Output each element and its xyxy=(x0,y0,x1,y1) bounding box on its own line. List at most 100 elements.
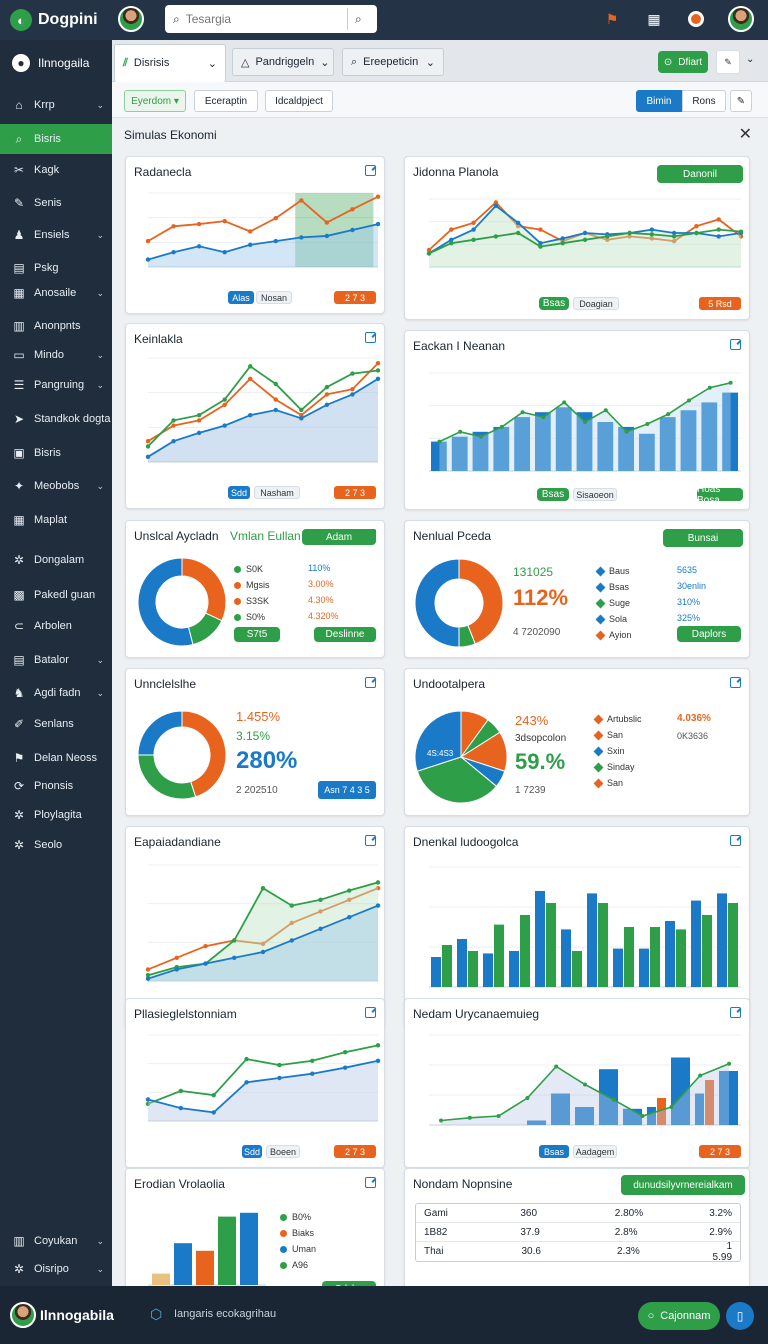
segment-rons[interactable]: Rons xyxy=(682,90,726,112)
close-icon[interactable]: ✕ xyxy=(738,126,752,143)
primary-button[interactable]: ⊙ Dfiart xyxy=(658,51,708,73)
action-button[interactable]: Asn 7 4 3 5 xyxy=(318,781,376,799)
sidebar-item-ploylagita[interactable]: ✲ Ploylagita xyxy=(0,800,112,830)
external-link-icon[interactable] xyxy=(365,1007,376,1018)
table-row[interactable]: Thai 30.6 2.3% 1 5.99 xyxy=(416,1241,740,1263)
sidebar-item-anosaile[interactable]: ▦ Anosaile ⌄ xyxy=(0,278,112,308)
sidebar-item-pskg[interactable]: ▤ Pskg xyxy=(0,253,112,283)
sidebar-footer-item[interactable]: ▥ Coyukan ⌄ xyxy=(0,1226,112,1256)
legend-label: Bsas xyxy=(609,582,630,592)
card-action-button[interactable]: dunudsilyvrnereialkam xyxy=(621,1175,745,1195)
sidebar-item-kagk[interactable]: ✂ Kagk xyxy=(0,155,112,185)
status-icon[interactable] xyxy=(686,9,706,29)
app-logo[interactable]: ◐ Dogpini xyxy=(10,9,98,31)
legend-button[interactable]: Alas xyxy=(228,291,254,304)
edit-button[interactable]: ✎ xyxy=(730,90,752,112)
action-button[interactable]: 2 7 3 xyxy=(699,1145,741,1158)
sidebar-item-meobobs[interactable]: ✦ Meobobs ⌄ xyxy=(0,471,112,501)
sidebar-item-standkok-dogta[interactable]: ➤ Standkok dogta xyxy=(0,404,112,434)
action-button[interactable]: 2 7 3 xyxy=(334,1145,376,1158)
sidebar-item-pakedl-guan[interactable]: ▩ Pakedl guan xyxy=(0,580,112,610)
legend-button[interactable]: Nosan xyxy=(256,291,292,304)
sidebar-item-krrp[interactable]: ⌂ Krrp ⌄ xyxy=(0,90,112,120)
sidebar-item-batalor[interactable]: ▤ Batalor ⌄ xyxy=(0,645,112,675)
donut-slice xyxy=(458,558,504,645)
sidebar-item-ensiels[interactable]: ♟ Ensiels ⌄ xyxy=(0,220,112,250)
card-action-button[interactable]: Adam xyxy=(302,529,376,545)
sidebar-item-seolo[interactable]: ✲ Seolo xyxy=(0,830,112,860)
external-link-icon[interactable] xyxy=(730,1007,741,1018)
action-button[interactable]: 2 7 3 xyxy=(334,291,376,304)
data-point xyxy=(244,1056,249,1062)
profile-avatar[interactable] xyxy=(728,6,754,32)
legend-button[interactable]: Boeen xyxy=(266,1145,300,1158)
legend-button[interactable]: Aadagem xyxy=(573,1145,617,1158)
external-link-icon[interactable] xyxy=(730,339,741,350)
chart-svg xyxy=(145,192,381,268)
legend-button[interactable]: Nasham xyxy=(254,486,300,499)
legend-button[interactable]: S7t5 xyxy=(234,627,280,642)
legend-label: S0K xyxy=(246,564,264,574)
search-button[interactable]: ⌕ xyxy=(346,8,369,30)
segment-bimin[interactable]: Bimin xyxy=(636,90,682,112)
external-link-icon[interactable] xyxy=(730,835,741,846)
legend-button[interactable]: Doagian xyxy=(573,297,619,310)
external-link-icon[interactable] xyxy=(365,332,376,343)
legend-button[interactable]: Bsas xyxy=(539,1145,569,1158)
legend-button[interactable]: Bsas xyxy=(537,488,569,501)
sidebar-item-anonpnts[interactable]: ▥ Anonpnts xyxy=(0,311,112,341)
sidebar-item-senis[interactable]: ✎ Senis xyxy=(0,188,112,218)
external-link-icon[interactable] xyxy=(365,835,376,846)
sidebar-item-mindo[interactable]: ▭ Mindo ⌄ xyxy=(0,340,112,370)
sidebar-item-senlans[interactable]: ✐ Senlans xyxy=(0,709,112,739)
sidebar-item-delan-neoss[interactable]: ⚑ Delan Neoss xyxy=(0,743,112,773)
card-action-button[interactable]: Danonil xyxy=(657,165,743,183)
sidebar-item-arbolen[interactable]: ⊂ Arbolen xyxy=(0,611,112,641)
action-button[interactable]: 2 7 3 xyxy=(334,486,376,499)
sidebar-item-bisris[interactable]: ▣ Bisris xyxy=(0,438,112,468)
action-button[interactable]: Daplors xyxy=(677,626,741,642)
notification-icon[interactable]: ⚑ xyxy=(605,10,619,27)
workspace-switcher[interactable]: ● Ilnnogaila xyxy=(0,46,112,80)
bar xyxy=(587,893,597,987)
legend-button[interactable]: Sdd xyxy=(242,1145,262,1158)
footer-cta-button[interactable]: ○ Cajonnam xyxy=(638,1302,720,1330)
user-avatar[interactable] xyxy=(118,6,144,32)
chevron-down-icon[interactable]: ⌄ xyxy=(746,54,755,65)
external-link-icon[interactable] xyxy=(365,165,376,176)
search-input[interactable] xyxy=(185,12,341,26)
sidebar-item-pangruing[interactable]: ☰ Pangruing ⌄ xyxy=(0,370,112,400)
table-row[interactable]: 1B82 37.9 2.8% 2.9% xyxy=(416,1223,740,1242)
edit-button[interactable]: ✎ xyxy=(716,50,740,74)
tab-ereepeticin[interactable]: ⌕ Ereepeticin ⌄ xyxy=(342,48,444,76)
card-action-button[interactable]: Bunsai xyxy=(663,529,743,547)
apps-icon[interactable]: ▦ xyxy=(647,10,661,27)
action-button[interactable]: 5 Rsd xyxy=(699,297,741,310)
legend-button[interactable]: Sisaoeon xyxy=(573,488,617,501)
sidebar-item-maplat[interactable]: ▦ Maplat xyxy=(0,505,112,535)
filter-eceraptin[interactable]: Eceraptin xyxy=(194,90,258,112)
table-row[interactable]: Gami 360 2.80% 3.2% xyxy=(416,1204,740,1223)
footer-avatar[interactable] xyxy=(10,1302,36,1328)
filter-idcaldpject[interactable]: Idcaldpject xyxy=(265,90,333,112)
tab-pandriggeln[interactable]: △ Pandriggeln ⌄ xyxy=(232,48,334,76)
data-point xyxy=(582,230,588,236)
sidebar-item-pnonsis[interactable]: ⟳ Pnonsis xyxy=(0,771,112,801)
filter-eyerdom[interactable]: Eyerdom ▾ xyxy=(124,90,186,112)
series-area xyxy=(148,378,378,462)
sidebar-item-dongalam[interactable]: ✲ Dongalam xyxy=(0,545,112,575)
sidebar-item-bisris[interactable]: ⌕ Bisris xyxy=(0,124,112,154)
action-button[interactable]: Deslinne xyxy=(314,627,376,642)
external-link-icon[interactable] xyxy=(365,1177,376,1188)
legend-button[interactable]: Sdd xyxy=(228,486,250,499)
help-button[interactable]: ▯ xyxy=(726,1302,754,1330)
tab-disrisis[interactable]: ⫽ Disrisis ⌄ xyxy=(114,44,226,82)
bar xyxy=(659,417,676,471)
data-point xyxy=(174,967,179,972)
action-button[interactable]: Hoas Bosa xyxy=(697,484,743,506)
sidebar-item-agdi-fadn[interactable]: ♞ Agdi fadn ⌄ xyxy=(0,678,112,708)
sidebar-footer-item[interactable]: ✲ Oisripo ⌄ xyxy=(0,1254,112,1284)
external-link-icon[interactable] xyxy=(730,677,741,688)
external-link-icon[interactable] xyxy=(365,677,376,688)
legend-button[interactable]: Bsas xyxy=(539,297,569,310)
